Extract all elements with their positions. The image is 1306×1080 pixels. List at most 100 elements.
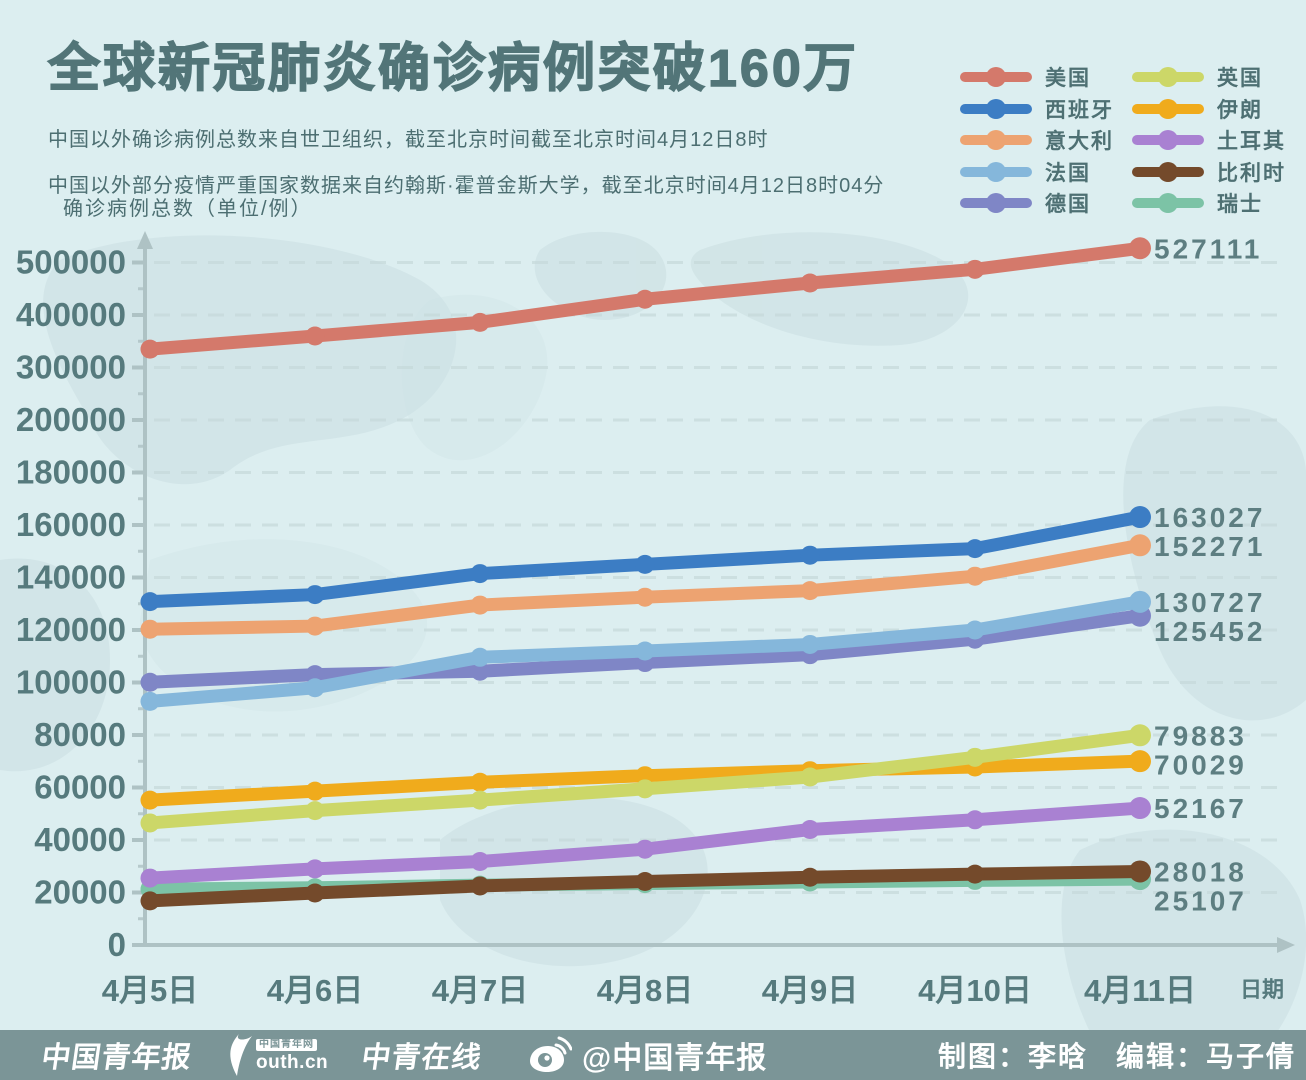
legend-item-spain: 西班牙: [960, 98, 1114, 122]
point-belgium-1: [305, 883, 325, 903]
x-tick-label-3: 4月8日: [597, 973, 693, 1008]
legend-swatch-usa: [960, 67, 1032, 87]
point-iran-1: [305, 781, 325, 801]
point-italy-2: [470, 595, 490, 615]
point-turkey-3: [635, 839, 655, 859]
point-france-5: [965, 620, 985, 640]
end-label-germany: 125452: [1154, 616, 1265, 647]
y-tick-label-200000: 200000: [16, 401, 126, 438]
point-france-3: [635, 641, 655, 661]
y-tick-label-60000: 60000: [34, 769, 126, 806]
subtitle-line-1: 中国以外确诊病例总数来自世卫组织，截至北京时间截至北京时间4月12日8时: [48, 129, 769, 151]
chart-legend: 美国 西班牙 意大利 法国 德国 英国 伊朗 土耳其 比利时 瑞士: [960, 66, 1306, 231]
y-tick-label-500000: 500000: [16, 244, 126, 281]
point-usa-1: [305, 326, 325, 346]
point-italy-1: [305, 616, 325, 636]
end-label-italy: 152271: [1154, 531, 1265, 562]
point-spain-2: [470, 564, 490, 584]
point-turkey-2: [470, 852, 490, 872]
point-belgium-5: [965, 864, 985, 884]
legend-item-italy: 意大利: [960, 129, 1114, 153]
footer-bar: 中国青年报 中国青年网 outh.cn 中青在线 @中国青年报: [0, 1030, 1306, 1080]
legend-swatch-france: [960, 161, 1032, 182]
point-usa-4: [800, 273, 820, 293]
y-tick-label-160000: 160000: [16, 506, 126, 543]
series-italy: [140, 534, 1151, 639]
point-spain-5: [965, 539, 985, 559]
zhongqing-online-logo: 中青在线: [359, 1040, 485, 1074]
end-label-iran: 70029: [1154, 749, 1247, 780]
point-belgium-4: [800, 867, 820, 887]
legend-swatch-switzerland: [1132, 193, 1204, 213]
point-italy-0: [140, 619, 160, 639]
weibo-handle: @中国青年报: [582, 1042, 768, 1075]
point-turkey-5: [965, 810, 985, 830]
point-france-0: [140, 691, 160, 711]
point-uk-3: [635, 779, 655, 799]
x-axis-labels: 4月5日 4月6日 4月7日 4月8日 4月9日 4月10日 4月11日 日期: [102, 973, 1284, 1008]
credit-editor: 编辑：马子倩: [1115, 1041, 1296, 1072]
y-axis-title: 确诊病例总数（单位/例）: [63, 198, 313, 220]
x-axis-title: 日期: [1240, 977, 1284, 1002]
x-tick-label-4: 4月9日: [762, 973, 858, 1008]
youthcn-swoosh-icon: [230, 1034, 253, 1076]
legend-item-usa: 美国: [960, 66, 1091, 90]
point-france-6: [1129, 590, 1151, 613]
point-uk-2: [470, 790, 490, 810]
legend-swatch-turkey: [1132, 130, 1204, 150]
legend-item-iran: 伊朗: [1132, 98, 1263, 122]
end-label-france: 130727: [1154, 587, 1265, 618]
series-spain: [140, 506, 1151, 612]
series-usa: [140, 237, 1151, 359]
point-france-1: [305, 678, 325, 698]
end-label-spain: 163027: [1154, 502, 1265, 533]
point-belgium-0: [140, 891, 160, 911]
footer-credits: 制图：李晗 编辑：马子倩: [938, 1030, 1296, 1080]
weibo-group: @中国青年报: [528, 1030, 767, 1080]
point-germany-0: [140, 672, 160, 692]
series-turkey: [140, 797, 1151, 888]
x-tick-label-6: 4月11日: [1084, 973, 1196, 1008]
x-tick-label-2: 4月7日: [432, 973, 528, 1008]
legend-label-italy: 意大利: [1045, 130, 1114, 153]
point-germany-2: [470, 661, 490, 681]
point-spain-4: [800, 545, 820, 565]
point-usa-3: [635, 289, 655, 309]
point-iran-3: [635, 766, 655, 786]
point-spain-0: [140, 592, 160, 612]
point-turkey-1: [305, 859, 325, 879]
subtitle-line-2: 中国以外部分疫情严重国家数据来自约翰斯·霍普金斯大学，截至北京时间4月12日8时…: [48, 175, 885, 197]
point-germany-1: [305, 665, 325, 685]
point-usa-6: [1129, 237, 1151, 260]
point-spain-3: [635, 554, 655, 574]
legend-item-switzerland: 瑞士: [1132, 192, 1263, 216]
end-label-belgium: 28018: [1154, 856, 1247, 887]
legend-label-spain: 西班牙: [1045, 98, 1114, 122]
point-iran-0: [140, 790, 160, 810]
y-tick-label-120000: 120000: [16, 611, 126, 648]
legend-item-germany: 德国: [960, 192, 1091, 216]
legend-swatch-spain: [960, 98, 1032, 119]
legend-swatch-iran: [1132, 98, 1204, 119]
legend-swatch-italy: [960, 130, 1032, 150]
series-belgium: [140, 860, 1151, 911]
y-tick-label-400000: 400000: [16, 296, 126, 333]
end-label-uk: 79883: [1154, 720, 1247, 751]
credit-mapmaker: 制图：李晗: [937, 1041, 1088, 1072]
legend-label-switzerland: 瑞士: [1217, 193, 1263, 216]
youthcn-logo: 中国青年网 outh.cn: [226, 1034, 328, 1076]
x-tick-label-1: 4月6日: [267, 973, 363, 1008]
y-tick-label-100000: 100000: [16, 664, 126, 701]
y-tick-label-180000: 180000: [16, 454, 126, 491]
point-uk-0: [140, 813, 160, 833]
legend-label-iran: 伊朗: [1217, 98, 1263, 122]
end-label-turkey: 52167: [1154, 793, 1247, 824]
point-italy-6: [1129, 534, 1151, 557]
point-iran-6: [1129, 750, 1151, 773]
legend-label-germany: 德国: [1045, 193, 1091, 216]
point-belgium-2: [470, 876, 490, 896]
legend-swatch-germany: [960, 193, 1032, 213]
legend-swatch-belgium: [1132, 161, 1204, 182]
